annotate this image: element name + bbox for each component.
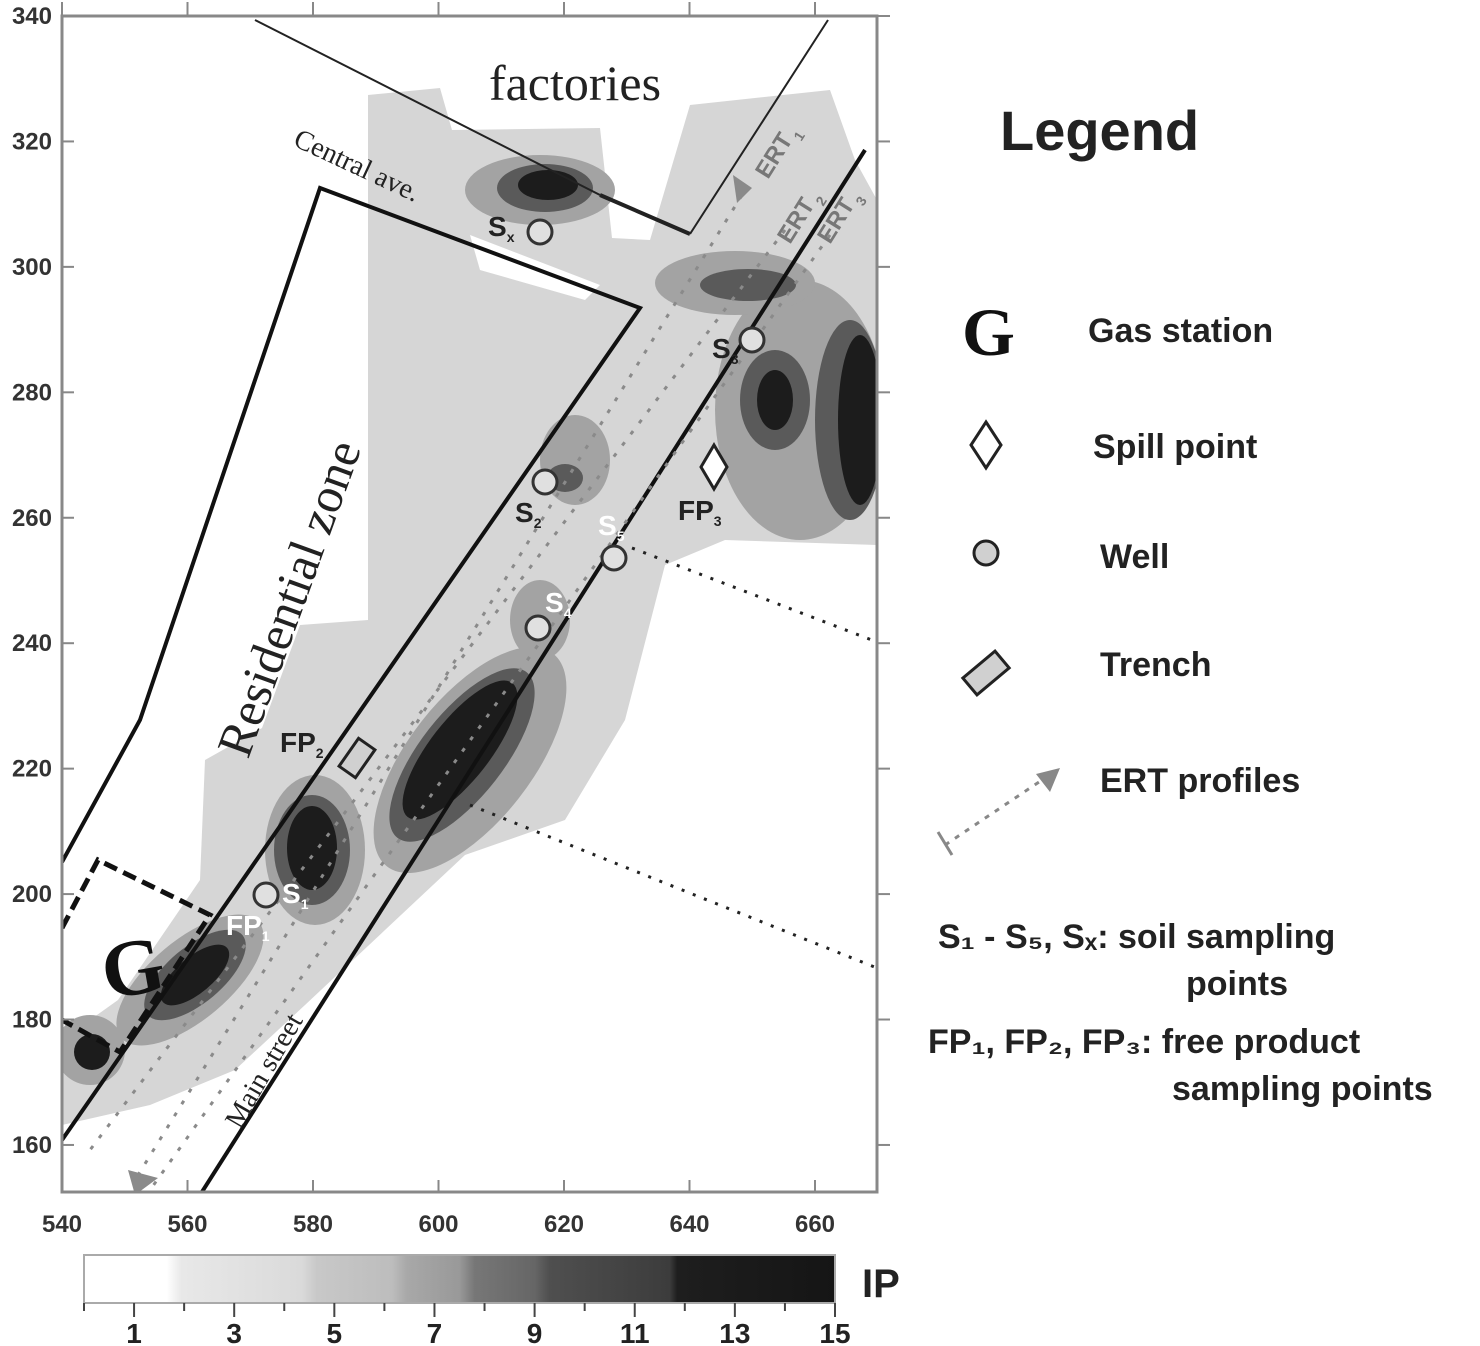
legend: Legend G Gas station Spill point Well Tr… [928, 99, 1433, 1108]
trench-fp2 [336, 736, 378, 780]
colorbar-tick-label: 11 [620, 1318, 650, 1346]
dashed-arrow-icon [936, 768, 1060, 856]
well-label-s5: S5 [598, 510, 625, 544]
colorbar-label: IP [862, 1262, 900, 1306]
y-tick-label: 300 [12, 254, 52, 281]
colorbar-ticks: 1 3 5 7 9 11 13 15 [83, 1303, 851, 1346]
contour-light [62, 88, 877, 1125]
legend-note-fp-line2: sampling points [1172, 1070, 1433, 1108]
factory-boundary [254, 19, 601, 196]
y-tick-label: 220 [12, 756, 52, 783]
x-tick-label: 540 [42, 1211, 82, 1238]
trench-icon [960, 648, 1012, 698]
legend-note-soil-line2: points [1186, 965, 1288, 1003]
colorbar-tick-label: 5 [327, 1318, 343, 1346]
x-tick-label: 600 [418, 1211, 458, 1238]
well-label-s2: S2 [515, 497, 542, 531]
x-tick-label: 660 [795, 1211, 835, 1238]
ip-colorbar: 1 3 5 7 9 11 13 15 IP [83, 1254, 900, 1346]
well-label-s3: S3 [712, 333, 739, 367]
well-s2 [531, 468, 559, 496]
legend-spill-point: Spill point [1093, 428, 1257, 466]
y-tick-label: 240 [12, 630, 52, 657]
ert-profiles [88, 194, 832, 1191]
factories-label: factories [489, 55, 661, 111]
x-tick-label: 560 [167, 1211, 207, 1238]
legend-note-soil-line1: S₁ - S₅, Sₓ: soil sampling [938, 918, 1335, 956]
residential-zone-boundary [62, 185, 644, 1142]
well-label-s1: S1 [282, 878, 309, 912]
central-ave-line [599, 193, 691, 236]
y-tick-label: 180 [12, 1007, 52, 1034]
map-axes: 540 560 580 600 620 640 660 160 180 200 220 240 260 2… [12, 2, 890, 1238]
dotted-line-upper [631, 546, 877, 644]
legend-gas-station: Gas station [1088, 312, 1273, 350]
legend-note-fp-line1: FP₁, FP₂, FP₃: free product [928, 1023, 1360, 1061]
diamond-icon [969, 419, 1003, 471]
colorbar-gradient [83, 1254, 836, 1304]
x-tick-label: 580 [293, 1211, 333, 1238]
x-tick-label: 640 [669, 1211, 709, 1238]
gas-station-icon: G [962, 294, 1015, 370]
x-tick-label: 620 [544, 1211, 584, 1238]
well-s5 [600, 544, 628, 572]
fp-label-2: FP2 [280, 727, 324, 761]
legend-trench: Trench [1100, 646, 1211, 684]
colorbar-tick-label: 9 [527, 1318, 543, 1346]
plot-frame [60, 14, 879, 1194]
ert1-arrowhead-icon [733, 175, 752, 203]
circle-icon [972, 539, 1000, 567]
y-tick-label: 320 [12, 128, 52, 155]
y-tick-label: 340 [12, 3, 52, 30]
y-tick-label: 280 [12, 379, 52, 406]
y-tick-label: 260 [12, 505, 52, 532]
dotted-line-lower [469, 803, 877, 970]
ert2-profile [88, 229, 787, 1151]
colorbar-tick-label: 7 [427, 1318, 443, 1346]
legend-title: Legend [1000, 99, 1199, 162]
colorbar-tick-label: 13 [719, 1318, 750, 1346]
point-labels: Sx S3 S2 S5 S4 S1 FP1 FP2 FP3 [226, 211, 739, 944]
y-tick-label: 200 [12, 881, 52, 908]
wells [252, 218, 766, 909]
colorbar-tick-label: 1 [126, 1318, 142, 1346]
colorbar-tick-label: 3 [226, 1318, 242, 1346]
factory-boundary-east [689, 19, 829, 235]
colorbar-tick-label: 15 [819, 1318, 850, 1346]
well-sx [526, 218, 554, 246]
ert-start-arrowhead-icon [128, 1170, 158, 1192]
main-street-east-line [199, 148, 867, 1192]
gas-station-boundary [62, 856, 214, 1056]
y-tick-label: 160 [12, 1132, 52, 1159]
well-s1 [252, 881, 280, 909]
fp-label-3: FP3 [678, 495, 722, 529]
spill-point-fp3 [699, 442, 729, 492]
fp-label-1: FP1 [226, 910, 270, 944]
well-s4 [524, 614, 552, 642]
legend-well: Well [1100, 538, 1169, 576]
ip-contour-field [62, 19, 877, 1192]
well-label-s4: S4 [545, 587, 572, 621]
well-label-sx: Sx [488, 211, 515, 245]
gas-station-label: G [95, 920, 172, 1017]
well-s3 [738, 326, 766, 354]
legend-ert-profiles: ERT profiles [1100, 762, 1300, 800]
